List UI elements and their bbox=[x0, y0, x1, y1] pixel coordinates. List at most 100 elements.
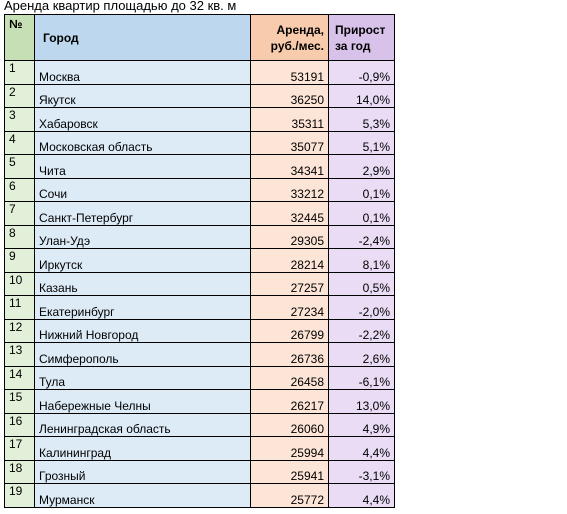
cell-rent: 26060 bbox=[250, 412, 329, 437]
cell-num: 8 bbox=[4, 224, 35, 249]
cell-city: Иркутск bbox=[34, 248, 251, 273]
table-row: 15 Набережные Челны 26217 13,0% bbox=[4, 389, 395, 414]
cell-growth: 5,1% bbox=[328, 130, 395, 155]
cell-growth: 4,9% bbox=[328, 412, 395, 437]
cell-rent: 34341 bbox=[250, 154, 329, 179]
cell-num: 5 bbox=[4, 154, 35, 179]
cell-growth: -6,1% bbox=[328, 365, 395, 390]
cell-num: 12 bbox=[4, 318, 35, 343]
cell-growth: 2,9% bbox=[328, 154, 395, 179]
cell-num: 6 bbox=[4, 177, 35, 202]
cell-city: Симферополь bbox=[34, 342, 251, 367]
cell-city: Калининград bbox=[34, 436, 251, 461]
cell-growth: -2,2% bbox=[328, 318, 395, 343]
cell-num: 17 bbox=[4, 436, 35, 461]
table-row: 9 Иркутск 28214 8,1% bbox=[4, 248, 395, 273]
cell-city: Улан-Удэ bbox=[34, 224, 251, 249]
cell-num: 13 bbox=[4, 342, 35, 367]
rent-table: № Город Аренда, руб./мес. Прирост за год… bbox=[4, 14, 395, 508]
cell-num: 4 bbox=[4, 130, 35, 155]
cell-city: Грозный bbox=[34, 459, 251, 484]
cell-city: Сочи bbox=[34, 177, 251, 202]
header-rent: Аренда, руб./мес. bbox=[250, 14, 329, 61]
cell-growth: 4,4% bbox=[328, 483, 395, 508]
cell-growth: -0,9% bbox=[328, 60, 395, 85]
cell-growth: 5,3% bbox=[328, 107, 395, 132]
cell-rent: 27257 bbox=[250, 271, 329, 296]
cell-num: 10 bbox=[4, 271, 35, 296]
cell-growth: -3,1% bbox=[328, 459, 395, 484]
header-growth-line1: Прирост bbox=[335, 22, 386, 37]
cell-city: Московская область bbox=[34, 130, 251, 155]
cell-growth: 0,1% bbox=[328, 201, 395, 226]
cell-rent: 27234 bbox=[250, 295, 329, 320]
cell-growth: 8,1% bbox=[328, 248, 395, 273]
table-header-row: № Город Аренда, руб./мес. Прирост за год bbox=[4, 14, 395, 61]
cell-city: Хабаровск bbox=[34, 107, 251, 132]
cell-city: Якутск bbox=[34, 83, 251, 108]
table-row: 7 Санкт-Петербург 32445 0,1% bbox=[4, 201, 395, 226]
cell-city: Москва bbox=[34, 60, 251, 85]
table-row: 19 Мурманск 25772 4,4% bbox=[4, 483, 395, 508]
cell-city: Мурманск bbox=[34, 483, 251, 508]
cell-growth: 14,0% bbox=[328, 83, 395, 108]
cell-city: Тула bbox=[34, 365, 251, 390]
cell-rent: 26458 bbox=[250, 365, 329, 390]
cell-rent: 25994 bbox=[250, 436, 329, 461]
table-row: 8 Улан-Удэ 29305 -2,4% bbox=[4, 224, 395, 249]
table-row: 17 Калининград 25994 4,4% bbox=[4, 436, 395, 461]
table-row: 6 Сочи 33212 0,1% bbox=[4, 177, 395, 202]
table-row: 10 Казань 27257 0,5% bbox=[4, 271, 395, 296]
cell-rent: 26217 bbox=[250, 389, 329, 414]
cell-num: 18 bbox=[4, 459, 35, 484]
cell-growth: 13,0% bbox=[328, 389, 395, 414]
header-rent-line1: Аренда, bbox=[276, 22, 324, 37]
header-growth-line2: за год bbox=[335, 38, 371, 53]
cell-growth: 4,4% bbox=[328, 436, 395, 461]
cell-rent: 25941 bbox=[250, 459, 329, 484]
table-row: 5 Чита 34341 2,9% bbox=[4, 154, 395, 179]
cell-growth: 0,5% bbox=[328, 271, 395, 296]
table-row: 13 Симферополь 26736 2,6% bbox=[4, 342, 395, 367]
cell-city: Чита bbox=[34, 154, 251, 179]
cell-num: 9 bbox=[4, 248, 35, 273]
table-row: 2 Якутск 36250 14,0% bbox=[4, 83, 395, 108]
cell-growth: -2,4% bbox=[328, 224, 395, 249]
cell-city: Екатеринбург bbox=[34, 295, 251, 320]
cell-num: 7 bbox=[4, 201, 35, 226]
table-row: 3 Хабаровск 35311 5,3% bbox=[4, 107, 395, 132]
table-row: 12 Нижний Новгород 26799 -2,2% bbox=[4, 318, 395, 343]
cell-rent: 53191 bbox=[250, 60, 329, 85]
cell-rent: 28214 bbox=[250, 248, 329, 273]
cell-rent: 26736 bbox=[250, 342, 329, 367]
cell-rent: 33212 bbox=[250, 177, 329, 202]
cell-rent: 25772 bbox=[250, 483, 329, 508]
cell-num: 11 bbox=[4, 295, 35, 320]
table-row: 11 Екатеринбург 27234 -2,0% bbox=[4, 295, 395, 320]
page-title: Аренда квартир площадью до 32 кв. м bbox=[4, 0, 237, 13]
table-row: 1 Москва 53191 -0,9% bbox=[4, 60, 395, 85]
cell-num: 16 bbox=[4, 412, 35, 437]
header-growth: Прирост за год bbox=[328, 14, 395, 61]
cell-rent: 35077 bbox=[250, 130, 329, 155]
cell-growth: 0,1% bbox=[328, 177, 395, 202]
cell-num: 15 bbox=[4, 389, 35, 414]
cell-city: Нижний Новгород bbox=[34, 318, 251, 343]
cell-city: Санкт-Петербург bbox=[34, 201, 251, 226]
table-row: 14 Тула 26458 -6,1% bbox=[4, 365, 395, 390]
cell-num: 2 bbox=[4, 83, 35, 108]
cell-rent: 26799 bbox=[250, 318, 329, 343]
table-row: 4 Московская область 35077 5,1% bbox=[4, 130, 395, 155]
table-row: 18 Грозный 25941 -3,1% bbox=[4, 459, 395, 484]
cell-rent: 36250 bbox=[250, 83, 329, 108]
cell-rent: 29305 bbox=[250, 224, 329, 249]
header-rent-line2: руб./мес. bbox=[270, 38, 324, 53]
cell-rent: 35311 bbox=[250, 107, 329, 132]
cell-growth: 2,6% bbox=[328, 342, 395, 367]
cell-num: 19 bbox=[4, 483, 35, 508]
cell-rent: 32445 bbox=[250, 201, 329, 226]
table-row: 16 Ленинградская область 26060 4,9% bbox=[4, 412, 395, 437]
cell-city: Ленинградская область bbox=[34, 412, 251, 437]
cell-num: 1 bbox=[4, 60, 35, 85]
header-city: Город bbox=[34, 14, 251, 61]
